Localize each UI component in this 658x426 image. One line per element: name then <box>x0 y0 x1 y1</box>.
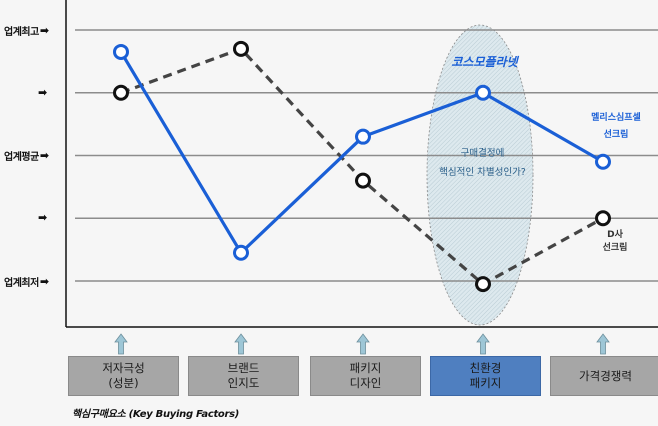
data-point-marker <box>595 153 611 170</box>
arrow-right-icon: ➡ <box>38 86 47 99</box>
data-point-marker <box>113 43 129 60</box>
data-point-marker <box>475 276 491 293</box>
data-point-marker <box>113 84 129 101</box>
y-label-industry-best: 업계최고 ➡ <box>4 23 49 38</box>
factor-box-price-competitiveness: 가격경쟁력 <box>550 356 658 396</box>
competitor-black-label: D사 선크림 <box>602 230 628 253</box>
x-axis-caption: 핵심구매요소 (Key Buying Factors) <box>72 409 240 420</box>
up-arrow-icon <box>356 333 370 355</box>
arrow-right-icon: ➡ <box>39 149 49 162</box>
data-point-marker <box>355 128 371 145</box>
up-arrow-icon <box>234 333 248 355</box>
y-label-industry-worst: 업계최저 ➡ <box>4 274 49 289</box>
highlight-ellipse <box>426 24 534 326</box>
factor-box-brand-awareness: 브랜드 인지도 <box>188 356 299 396</box>
data-point-marker <box>233 244 249 261</box>
data-point-marker <box>475 84 491 101</box>
data-point-marker <box>233 40 249 57</box>
y-label-text: 업계최고 <box>4 27 39 38</box>
gridlines <box>75 29 658 282</box>
brand-label: 코스모플라넷 <box>451 55 518 69</box>
y-label-lower-mid: ➡ <box>37 211 47 224</box>
factor-box-eco-package: 친환경 패키지 <box>430 356 541 396</box>
y-label-text: 업계최저 <box>4 278 39 289</box>
factor-box-hypoallergenic: 저자극성 (성분) <box>68 356 179 396</box>
up-arrow-icon <box>476 333 490 355</box>
y-label-industry-average: 업계평균 ➡ <box>4 148 49 163</box>
y-label-upper-mid: ➡ <box>37 86 47 99</box>
competitor-blue-label: 멜리스심프셀 선크림 <box>591 113 641 140</box>
series-lines <box>113 40 611 293</box>
data-point-marker <box>355 172 371 189</box>
data-point-marker <box>595 210 611 227</box>
arrow-right-icon: ➡ <box>38 211 47 224</box>
up-arrow-icon <box>596 333 610 355</box>
factor-box-package-design: 패키지 디자인 <box>310 356 421 396</box>
arrow-right-icon: ➡ <box>39 24 49 37</box>
arrow-right-icon: ➡ <box>39 275 49 288</box>
up-arrow-icon <box>114 333 128 355</box>
question-annotation: 구매결정에 핵심적인 차별성인가? <box>439 148 526 178</box>
y-label-text: 업계평균 <box>4 152 39 163</box>
